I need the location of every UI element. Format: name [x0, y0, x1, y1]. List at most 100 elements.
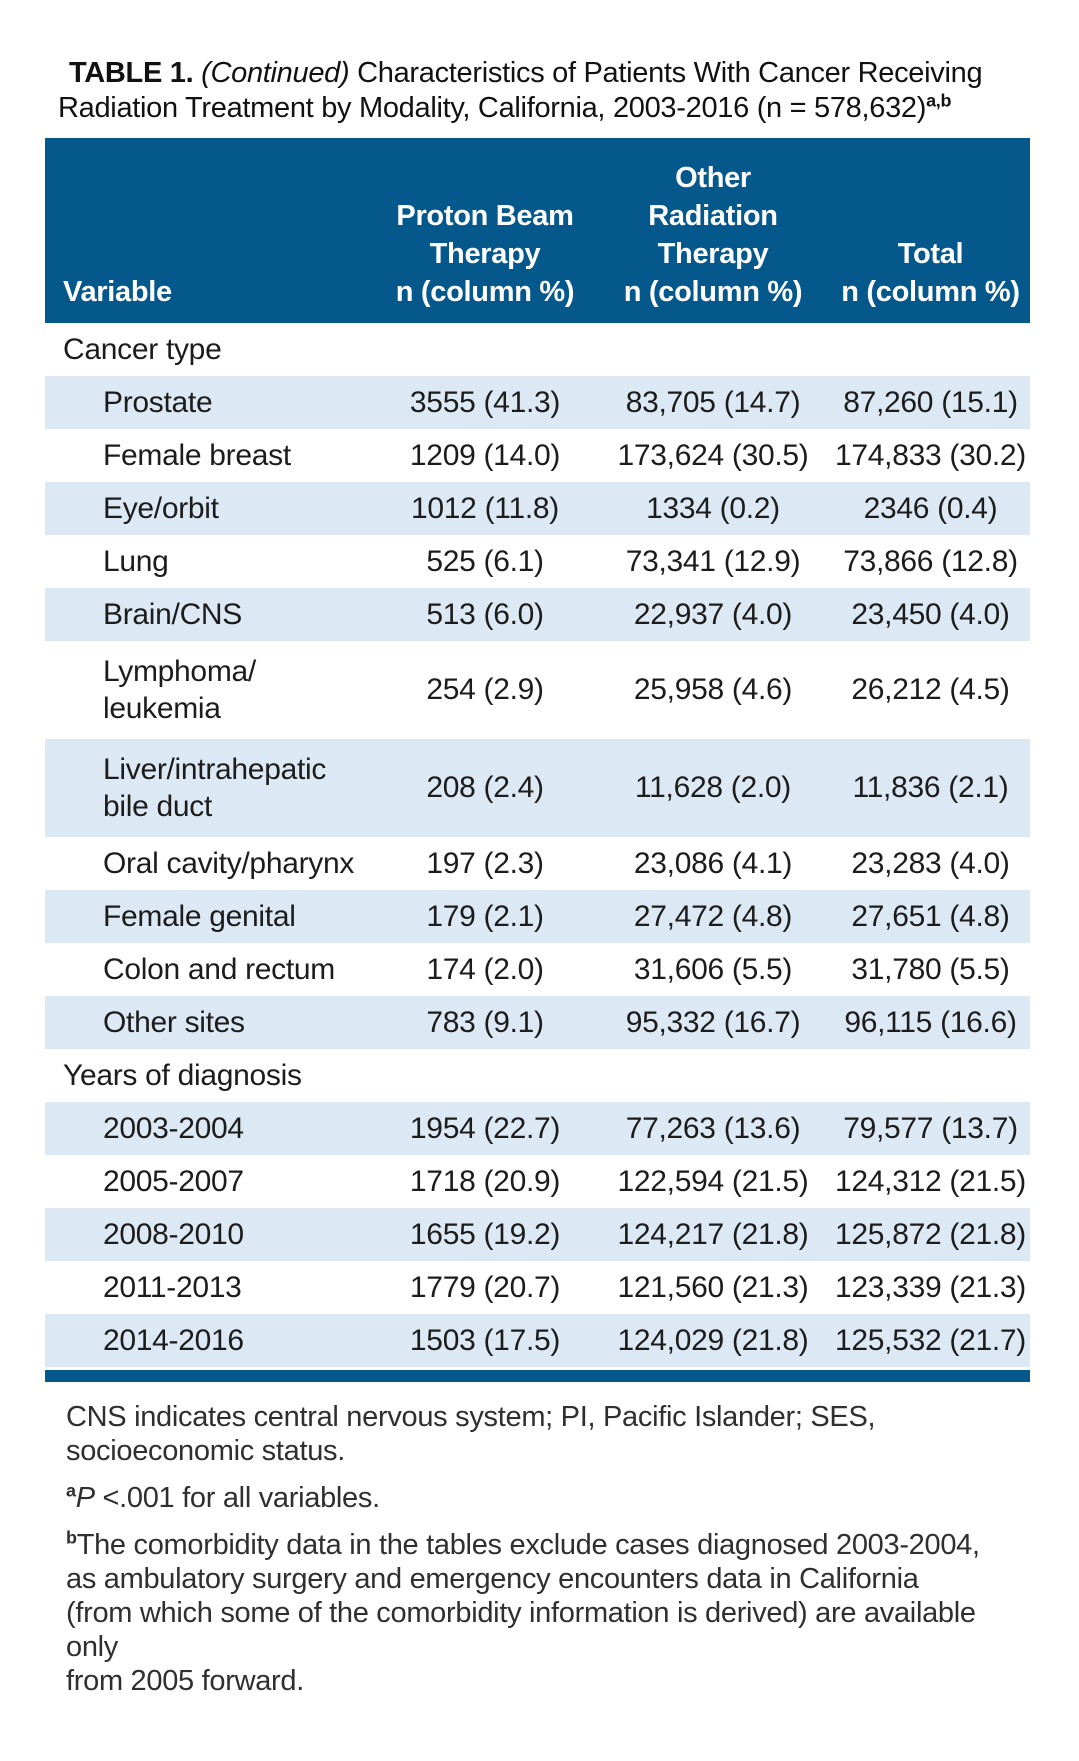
other-radiation-value: 77,263 (13.6)	[625, 1111, 801, 1145]
table-row-2011-2013: 2011-2013 1779 (20.7) 121,560 (21.3) 123…	[45, 1261, 1030, 1314]
table-title-text: Characteristics of Patients With Cancer …	[58, 57, 983, 124]
row-label: 2003-2004	[103, 1112, 244, 1145]
proton-beam-value: 525 (6.1)	[426, 544, 544, 578]
other-radiation-value: 95,332 (16.7)	[625, 1005, 801, 1039]
other-radiation-value: 25,958 (4.6)	[633, 673, 793, 706]
total-value: 26,212 (4.5)	[851, 673, 1010, 706]
footnote-b-marker: b	[66, 1527, 77, 1548]
table-row-colon-and-rectum: Colon and rectum 174 (2.0) 31,606 (5.5) …	[45, 943, 1030, 996]
row-label: Prostate	[103, 386, 213, 419]
row-label: Cancer type	[63, 333, 222, 366]
row-label: Female genital	[103, 900, 296, 933]
proton-beam-value: 1503 (17.5)	[409, 1323, 561, 1357]
row-label: 2014-2016	[103, 1324, 244, 1357]
table-row-2014-2016: 2014-2016 1503 (17.5) 124,029 (21.8) 125…	[45, 1314, 1030, 1367]
other-radiation-value: 1334 (0.2)	[646, 491, 780, 525]
other-radiation-value: 83,705 (14.7)	[625, 385, 801, 419]
total-value: 96,115 (16.6)	[844, 1005, 1017, 1039]
row-label: Oral cavity/pharynx	[103, 847, 355, 880]
table-header-row: Variable Proton Beam Therapy n (column %…	[45, 138, 1030, 323]
table-row-brain-cns: Brain/CNS 513 (6.0) 22,937 (4.0) 23,450 …	[45, 588, 1030, 641]
footnote-b-text: The comorbidity data in the tables exclu…	[66, 1529, 980, 1697]
table-row-eye-orbit: Eye/orbit 1012 (11.8) 1334 (0.2) 2346 (0…	[45, 482, 1030, 535]
proton-beam-value: 179 (2.1)	[426, 899, 544, 933]
proton-beam-value: 783 (9.1)	[426, 1005, 544, 1039]
total-value: 79,577 (13.7)	[843, 1111, 1018, 1145]
other-radiation-value: 31,606 (5.5)	[633, 952, 793, 986]
row-label: Female breast	[103, 439, 291, 472]
footnote-a-text: <.001 for all variables.	[94, 1482, 381, 1514]
total-value: 123,339 (21.3)	[835, 1270, 1026, 1304]
table-title-continued: (Continued)	[201, 57, 350, 89]
column-header-variable: Variable	[63, 276, 172, 308]
row-label: Years of diagnosis	[63, 1059, 302, 1092]
other-radiation-value: 27,472 (4.8)	[633, 899, 793, 933]
table-row-prostate: Prostate 3555 (41.3) 83,705 (14.7) 87,26…	[45, 376, 1030, 429]
row-label: Eye/orbit	[103, 492, 219, 525]
other-radiation-value: 124,217 (21.8)	[617, 1217, 809, 1251]
total-value: 174,833 (30.2)	[835, 438, 1026, 472]
row-label: Other sites	[103, 1006, 245, 1039]
document-page: TABLE 1. (Continued) Characteristics of …	[0, 56, 1079, 1761]
total-value: 125,872 (21.8)	[835, 1217, 1026, 1251]
table-row-2005-2007: 2005-2007 1718 (20.9) 122,594 (21.5) 124…	[45, 1155, 1030, 1208]
table-row-2008-2010: 2008-2010 1655 (19.2) 124,217 (21.8) 125…	[45, 1208, 1030, 1261]
table-row-years-of-diagnosis: Years of diagnosis	[45, 1049, 1030, 1102]
table-row-other-sites: Other sites 783 (9.1) 95,332 (16.7) 96,1…	[45, 996, 1030, 1049]
column-header-total: Total n (column %)	[841, 238, 1020, 308]
table-title: TABLE 1. (Continued) Characteristics of …	[58, 56, 1026, 126]
proton-beam-value: 208 (2.4)	[426, 771, 544, 804]
row-label: Lymphoma/ leukemia	[103, 655, 256, 725]
footnote-a: aP <.001 for all variables.	[66, 1481, 1016, 1515]
table-row-female-breast: Female breast 1209 (14.0) 173,624 (30.5)…	[45, 429, 1030, 482]
proton-beam-value: 1209 (14.0)	[409, 438, 561, 472]
total-value: 2346 (0.4)	[863, 491, 998, 525]
table-row-2003-2004: 2003-2004 1954 (22.7) 77,263 (13.6) 79,5…	[45, 1102, 1030, 1155]
table-body: Cancer type Prostate 3555 (41.3) 83,705 …	[45, 323, 1030, 1367]
proton-beam-value: 513 (6.0)	[426, 597, 544, 631]
row-label: Liver/intrahepatic bile duct	[103, 753, 327, 823]
footnote-a-marker: a	[66, 1480, 76, 1501]
proton-beam-value: 1012 (11.8)	[411, 491, 559, 525]
total-value: 87,260 (15.1)	[843, 385, 1018, 419]
column-header-other-radiation-therapy: Other Radiation Therapy n (column %)	[623, 162, 803, 308]
row-label: 2005-2007	[103, 1165, 244, 1198]
table-title-label: TABLE 1.	[69, 57, 194, 89]
row-label: 2008-2010	[103, 1218, 244, 1251]
other-radiation-value: 121,560 (21.3)	[617, 1270, 809, 1304]
row-label: Colon and rectum	[103, 953, 335, 986]
total-value: 23,450 (4.0)	[851, 597, 1010, 631]
other-radiation-value: 73,341 (12.9)	[625, 544, 801, 578]
other-radiation-value: 173,624 (30.5)	[617, 438, 809, 472]
total-value: 11,836 (2.1)	[852, 771, 1009, 804]
total-value: 31,780 (5.5)	[851, 952, 1010, 986]
row-label: Lung	[103, 545, 169, 578]
footnote-a-p: P	[75, 1482, 95, 1514]
data-table: Variable Proton Beam Therapy n (column %…	[45, 138, 1030, 1382]
other-radiation-value: 124,029 (21.8)	[617, 1323, 809, 1357]
table-row-cancer-type: Cancer type	[45, 323, 1030, 376]
row-label: 2011-2013	[103, 1271, 242, 1304]
table-row-female-genital: Female genital 179 (2.1) 27,472 (4.8) 27…	[45, 890, 1030, 943]
proton-beam-value: 254 (2.9)	[426, 673, 544, 706]
table-footnotes: CNS indicates central nervous system; PI…	[66, 1400, 1016, 1698]
column-header-proton-beam-therapy: Proton Beam Therapy n (column %)	[395, 200, 575, 308]
proton-beam-value: 197 (2.3)	[426, 846, 544, 880]
proton-beam-value: 174 (2.0)	[426, 952, 544, 986]
footnote-b: bThe comorbidity data in the tables excl…	[66, 1528, 1016, 1698]
table-row-lymphoma-leukemia: Lymphoma/ leukemia 254 (2.9) 25,958 (4.6…	[45, 641, 1030, 739]
proton-beam-value: 1718 (20.9)	[409, 1164, 561, 1198]
table-bottom-rule	[45, 1370, 1030, 1382]
total-value: 27,651 (4.8)	[851, 899, 1010, 933]
proton-beam-value: 1954 (22.7)	[409, 1111, 561, 1145]
table-row-oral-cavity-pharynx: Oral cavity/pharynx 197 (2.3) 23,086 (4.…	[45, 837, 1030, 890]
total-value: 124,312 (21.5)	[835, 1164, 1026, 1198]
total-value: 73,866 (12.8)	[843, 544, 1018, 578]
table-row-lung: Lung 525 (6.1) 73,341 (12.9) 73,866 (12.…	[45, 535, 1030, 588]
other-radiation-value: 122,594 (21.5)	[617, 1164, 809, 1198]
footnote-abbreviations: CNS indicates central nervous system; PI…	[66, 1401, 876, 1467]
table-row-liver-intrahepatic-bile-duct: Liver/intrahepatic bile duct 208 (2.4) 1…	[45, 739, 1030, 837]
other-radiation-value: 23,086 (4.1)	[633, 846, 793, 880]
table-title-superscript: a,b	[926, 90, 952, 111]
total-value: 23,283 (4.0)	[851, 846, 1010, 880]
